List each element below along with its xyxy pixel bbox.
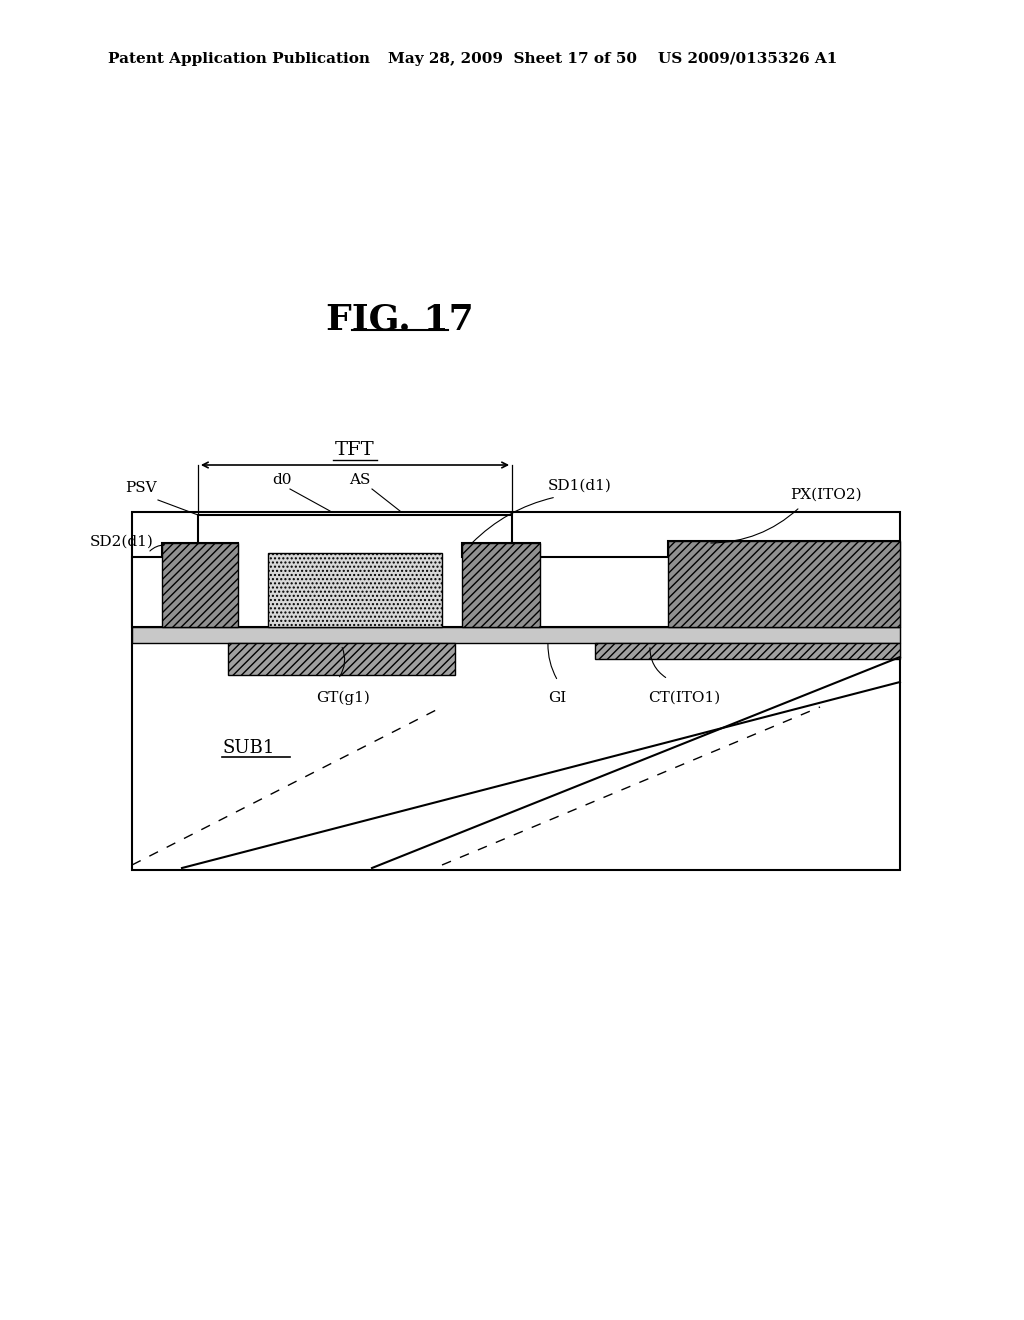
Text: FIG. 17: FIG. 17 xyxy=(326,302,474,337)
Text: GI: GI xyxy=(548,690,566,705)
Polygon shape xyxy=(268,553,442,627)
Polygon shape xyxy=(132,627,900,643)
Polygon shape xyxy=(228,643,455,675)
Polygon shape xyxy=(462,543,540,627)
Text: SD2(d1): SD2(d1) xyxy=(90,535,154,549)
Text: GT(g1): GT(g1) xyxy=(316,690,370,705)
Text: US 2009/0135326 A1: US 2009/0135326 A1 xyxy=(658,51,838,66)
Text: CT(ITO1): CT(ITO1) xyxy=(648,690,720,705)
Polygon shape xyxy=(132,515,900,627)
Polygon shape xyxy=(162,543,238,627)
Text: SUB1: SUB1 xyxy=(222,739,274,756)
Text: PSV: PSV xyxy=(125,480,157,495)
Text: d0: d0 xyxy=(272,473,292,487)
Text: PX(ITO2): PX(ITO2) xyxy=(790,488,861,502)
Text: May 28, 2009  Sheet 17 of 50: May 28, 2009 Sheet 17 of 50 xyxy=(388,51,637,66)
Text: AS: AS xyxy=(349,473,371,487)
Polygon shape xyxy=(668,541,900,627)
Text: SD1(d1): SD1(d1) xyxy=(548,479,612,492)
Polygon shape xyxy=(595,643,900,659)
Text: TFT: TFT xyxy=(335,441,375,459)
Text: Patent Application Publication: Patent Application Publication xyxy=(108,51,370,66)
